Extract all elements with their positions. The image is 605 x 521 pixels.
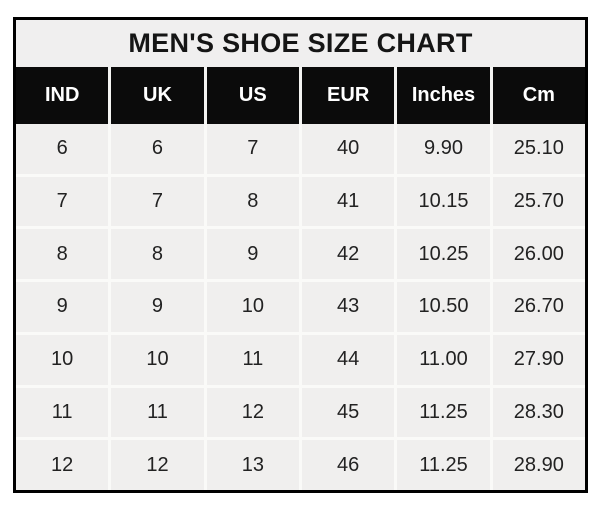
table-row: 9 9 10 43 10.50 26.70: [16, 282, 585, 332]
table-cell: 10: [111, 334, 204, 385]
table-header-row: IND UK US EUR Inches Cm: [16, 67, 585, 124]
chart-title: MEN'S SHOE SIZE CHART: [16, 20, 585, 67]
table-cell: 7: [16, 176, 109, 227]
table-cell: 11.00: [397, 334, 490, 385]
column-header-cm: Cm: [492, 67, 585, 124]
table-row: 11 11 12 45 11.25 28.30: [16, 387, 585, 438]
table-cell: 44: [302, 334, 395, 385]
table-cell: 41: [302, 176, 395, 227]
table-cell: 9: [16, 282, 109, 332]
column-header-inches: Inches: [397, 67, 490, 124]
table-cell: 9: [206, 229, 299, 280]
table-cell: 11: [206, 334, 299, 385]
table-cell: 8: [111, 229, 204, 280]
table-cell: 27.90: [492, 334, 585, 385]
table-cell: 12: [16, 440, 109, 490]
table-cell: 45: [302, 387, 395, 438]
table-cell: 43: [302, 282, 395, 332]
table-cell: 11.25: [397, 440, 490, 490]
table-cell: 8: [16, 229, 109, 280]
table-cell: 28.90: [492, 440, 585, 490]
shoe-size-chart-table: MEN'S SHOE SIZE CHART IND UK US EUR Inch…: [13, 17, 588, 493]
table-cell: 10: [16, 334, 109, 385]
table-cell: 25.10: [492, 124, 585, 174]
column-header-us: US: [206, 67, 299, 124]
table-cell: 6: [111, 124, 204, 174]
column-header-uk: UK: [111, 67, 204, 124]
table-cell: 42: [302, 229, 395, 280]
table-cell: 10: [206, 282, 299, 332]
table-cell: 6: [16, 124, 109, 174]
table-cell: 10.50: [397, 282, 490, 332]
table-cell: 12: [206, 387, 299, 438]
table-body: 6 6 7 40 9.90 25.10 7 7 8 41 10.15 25.70 8 8 9 42 10.25 2…: [16, 124, 585, 490]
table-row: 10 10 11 44 11.00 27.90: [16, 334, 585, 385]
table-cell: 10.25: [397, 229, 490, 280]
table-cell: 11.25: [397, 387, 490, 438]
table-cell: 12: [111, 440, 204, 490]
table-cell: 40: [302, 124, 395, 174]
table-cell: 13: [206, 440, 299, 490]
table-cell: 26.00: [492, 229, 585, 280]
column-header-ind: IND: [16, 67, 109, 124]
table-row: 6 6 7 40 9.90 25.10: [16, 124, 585, 174]
table-row: 8 8 9 42 10.25 26.00: [16, 229, 585, 280]
table-cell: 26.70: [492, 282, 585, 332]
table-cell: 8: [206, 176, 299, 227]
table-cell: 11: [16, 387, 109, 438]
column-header-eur: EUR: [302, 67, 395, 124]
table-cell: 7: [111, 176, 204, 227]
table-cell: 46: [302, 440, 395, 490]
table-cell: 11: [111, 387, 204, 438]
table-row: 12 12 13 46 11.25 28.90: [16, 440, 585, 490]
table-cell: 7: [206, 124, 299, 174]
table-cell: 28.30: [492, 387, 585, 438]
table-cell: 9: [111, 282, 204, 332]
table-cell: 9.90: [397, 124, 490, 174]
table-cell: 25.70: [492, 176, 585, 227]
table-row: 7 7 8 41 10.15 25.70: [16, 176, 585, 227]
table-cell: 10.15: [397, 176, 490, 227]
